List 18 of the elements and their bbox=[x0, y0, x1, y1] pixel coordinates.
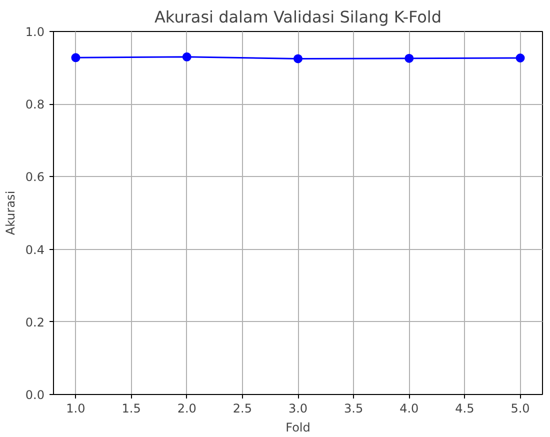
x-tick-label: 4.0 bbox=[400, 402, 419, 416]
x-tick-label: 1.5 bbox=[122, 402, 141, 416]
y-tick-label: 0.6 bbox=[25, 170, 45, 184]
y-tick-label: 1.0 bbox=[25, 25, 45, 39]
x-tick-label: 2.5 bbox=[232, 402, 252, 416]
x-tick-label: 4.5 bbox=[455, 402, 474, 416]
x-tick-label: 3.5 bbox=[344, 402, 364, 416]
chart-title: Akurasi dalam Validasi Silang K-Fold bbox=[154, 8, 442, 26]
y-tick-label: 0.0 bbox=[25, 388, 45, 402]
y-tick-label: 0.2 bbox=[25, 315, 45, 330]
x-axis-title: Fold bbox=[286, 420, 310, 434]
x-tick-label: 1.0 bbox=[66, 402, 86, 416]
y-axis-title: Akurasi bbox=[3, 190, 18, 236]
x-tick-label: 3.0 bbox=[288, 402, 308, 416]
x-tick-label: 5.0 bbox=[510, 402, 530, 416]
y-tick-label: 0.4 bbox=[25, 242, 45, 257]
x-tick-label: 2.0 bbox=[177, 402, 196, 416]
y-tick-label: 0.8 bbox=[25, 98, 45, 112]
